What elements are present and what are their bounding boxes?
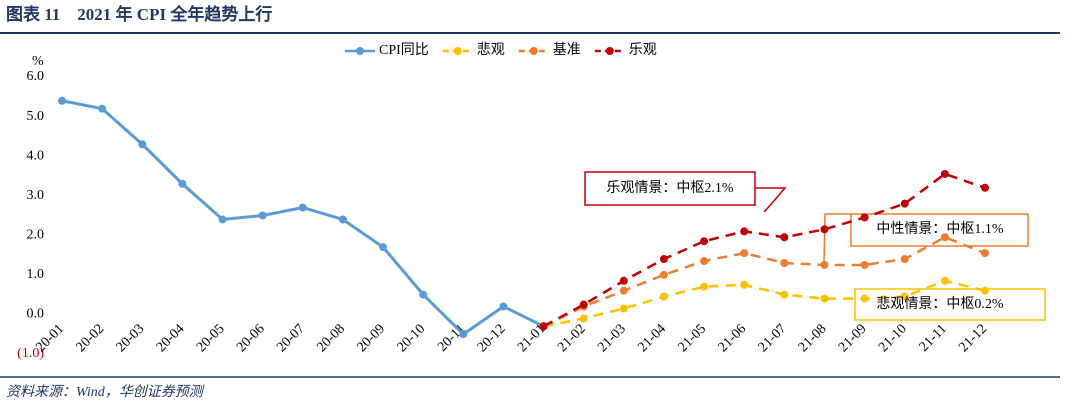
y-tick-label: 2.0 — [27, 228, 45, 243]
x-tick-label: 20-08 — [314, 321, 348, 355]
point — [178, 179, 187, 188]
point — [940, 233, 949, 242]
point — [138, 140, 147, 149]
point — [619, 286, 628, 295]
x-tick-label: 20-09 — [354, 321, 388, 355]
y-unit: % — [32, 54, 44, 69]
point — [740, 227, 749, 236]
x-tick-label: 21-04 — [635, 321, 669, 355]
y-tick-label: 0.0 — [27, 307, 45, 322]
point — [900, 292, 909, 301]
series-line — [543, 279, 986, 328]
point — [981, 183, 989, 192]
x-tick-label: 20-07 — [274, 321, 308, 355]
x-tick-label: 20-12 — [475, 321, 509, 355]
x-tick-label: 20-03 — [114, 321, 148, 355]
point — [981, 286, 989, 295]
point — [659, 292, 668, 301]
annotation: 悲观情景：中枢0.2% — [876, 295, 1003, 312]
x-tick-label: 21-10 — [876, 321, 910, 355]
point — [619, 304, 628, 313]
point — [659, 270, 668, 279]
x-tick-label: 21-11 — [917, 321, 950, 354]
leader-line — [755, 187, 787, 213]
point — [619, 276, 628, 285]
chart-title: 图表 11 2021 年 CPI 全年趋势上行 — [6, 4, 272, 24]
y-tick-label: 5.0 — [27, 109, 45, 124]
legend-label: 基准 — [553, 41, 581, 58]
leader-line — [823, 213, 851, 263]
point — [940, 276, 949, 285]
point — [981, 249, 989, 258]
point — [740, 249, 749, 258]
x-tick-label: 20-06 — [234, 321, 268, 355]
x-tick-label: 20-04 — [154, 321, 188, 355]
point — [860, 260, 869, 269]
y-tick-label: 3.0 — [27, 188, 45, 203]
x-tick-label: 20-02 — [74, 321, 108, 355]
point — [940, 169, 949, 178]
point — [780, 290, 789, 299]
legend-label: 乐观 — [629, 42, 657, 58]
point — [700, 237, 709, 246]
x-tick-label: 21-05 — [675, 321, 709, 355]
point — [338, 215, 347, 224]
x-tick-label: 21-06 — [716, 321, 750, 355]
point — [579, 300, 588, 309]
point — [419, 290, 428, 299]
y-tick-label: 4.0 — [27, 148, 45, 163]
point — [539, 322, 548, 331]
point — [379, 243, 388, 252]
point — [579, 314, 588, 323]
point — [900, 199, 909, 208]
x-tick-label: 21-08 — [796, 321, 830, 355]
legend-marker — [356, 47, 364, 55]
point — [700, 257, 709, 266]
point — [820, 294, 829, 303]
series-line — [543, 235, 986, 328]
annotation: 中性情景：中枢1.1% — [876, 221, 1003, 237]
x-tick-label: 21-09 — [836, 321, 870, 355]
legend-marker — [529, 47, 538, 55]
point — [218, 215, 227, 224]
x-tick-label: 21-02 — [555, 321, 589, 355]
point — [900, 255, 909, 264]
point — [820, 260, 829, 269]
y-tick-label: 6.0 — [27, 69, 45, 84]
point — [700, 282, 709, 291]
point — [820, 225, 829, 234]
series-line — [61, 99, 545, 337]
annotation-box — [854, 288, 1046, 321]
x-tick-label: 20-05 — [194, 321, 228, 355]
point — [860, 294, 869, 303]
x-tick-label: 20-10 — [395, 321, 429, 355]
point — [740, 280, 749, 289]
point — [780, 258, 789, 267]
x-tick-label: 21-07 — [756, 321, 790, 355]
x-tick-label: 21-12 — [956, 321, 990, 355]
legend-marker — [605, 47, 614, 55]
legend-marker — [453, 47, 462, 55]
point — [98, 104, 107, 113]
series-line — [542, 172, 986, 328]
point — [860, 213, 869, 222]
annotation: 乐观情景：中枢2.1% — [606, 180, 733, 196]
x-tick-label: 21-03 — [595, 321, 629, 355]
legend-label: 悲观 — [477, 41, 505, 58]
point — [258, 211, 267, 220]
point — [659, 255, 668, 264]
point — [780, 233, 789, 242]
point — [459, 330, 468, 339]
source: 资料来源：Wind，华创证券预测 — [6, 384, 205, 400]
y-tick-label: 1.0 — [27, 267, 45, 282]
legend-label: CPI同比 — [379, 42, 429, 58]
point — [58, 96, 66, 105]
point — [298, 203, 307, 212]
point — [499, 302, 508, 311]
y-tick-label: (1.0) — [17, 346, 44, 361]
x-tick-label: 20-01 — [33, 321, 67, 355]
